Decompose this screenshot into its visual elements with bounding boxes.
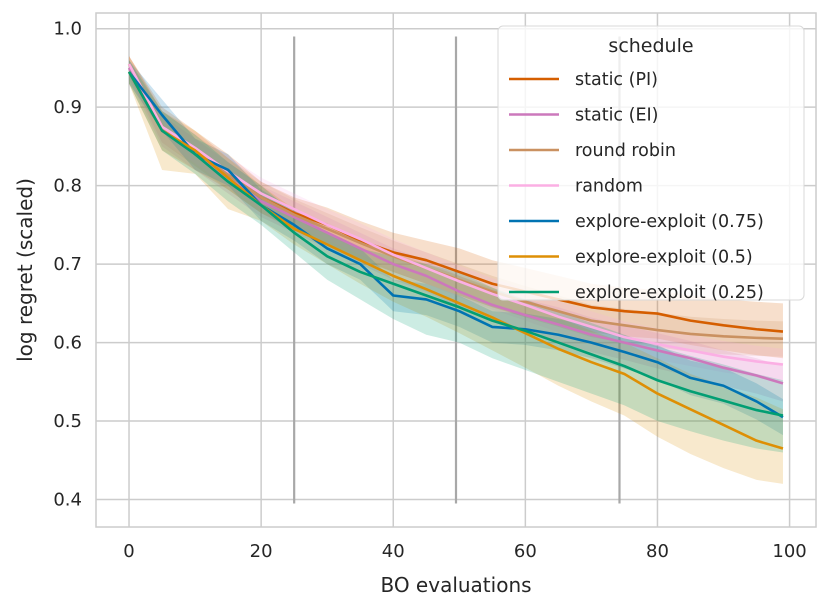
x-axis-label: BO evaluations — [380, 573, 531, 597]
band-series-3 — [129, 56, 783, 381]
line-series-6 — [127, 71, 784, 417]
y-tick-label: 1.0 — [53, 19, 82, 40]
band-series-5 — [129, 56, 783, 484]
band-series-6 — [129, 60, 783, 453]
line-series-3 — [127, 63, 784, 366]
band-series-2 — [129, 56, 783, 357]
plot-frame — [95, 12, 817, 528]
legend-label-1: static (EI) — [575, 106, 658, 126]
line-series-5 — [127, 71, 784, 450]
legend-label-6: explore-exploit (0.25) — [575, 283, 764, 303]
y-axis-label: log regret (scaled) — [13, 178, 37, 362]
x-tick-label: 80 — [646, 541, 669, 562]
legend-label-2: round robin — [575, 141, 676, 161]
band-series-0 — [129, 56, 783, 359]
legend-title: schedule — [608, 35, 693, 57]
x-axis-ticks: 0 20 40 60 80 100 — [123, 541, 806, 562]
legend-label-5: explore-exploit (0.5) — [575, 248, 753, 268]
x-tick-label: 40 — [382, 541, 405, 562]
y-tick-label: 0.6 — [53, 333, 82, 354]
x-tick-label: 100 — [772, 541, 806, 562]
y-tick-label: 0.4 — [53, 490, 82, 511]
legend: schedule static (PI) static (EI) round rob… — [497, 25, 805, 303]
legend-label-0: static (PI) — [575, 70, 658, 90]
y-axis-ticks: 0.4 0.5 0.6 0.7 0.8 0.9 1.0 — [53, 19, 82, 511]
y-tick-label: 0.8 — [53, 176, 82, 197]
y-tick-label: 0.5 — [53, 411, 82, 432]
legend-label-3: random — [575, 177, 643, 197]
y-tick-label: 0.7 — [53, 254, 82, 275]
x-tick-label: 60 — [514, 541, 537, 562]
line-series-4 — [127, 71, 784, 419]
series-lines — [127, 63, 784, 450]
y-tick-label: 0.9 — [53, 97, 82, 118]
x-tick-label: 20 — [250, 541, 273, 562]
x-tick-label: 0 — [123, 541, 134, 562]
legend-label-4: explore-exploit (0.75) — [575, 212, 764, 232]
legend-box — [497, 25, 805, 301]
